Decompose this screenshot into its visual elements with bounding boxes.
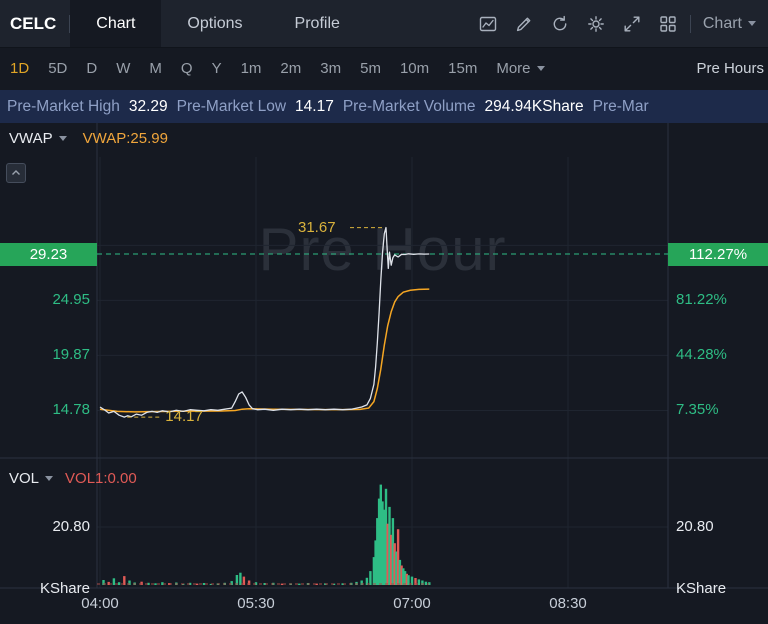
toolbar-icons	[475, 10, 682, 37]
divider	[689, 14, 691, 33]
vwap-indicator-row: VWAP VWAP:25.99	[9, 130, 168, 147]
chevron-down-icon[interactable]	[45, 476, 54, 481]
volume-axis-tick: 20.80	[52, 518, 90, 535]
timeframe-15m[interactable]: 15m	[448, 60, 478, 77]
tab-chart[interactable]: Chart	[70, 0, 162, 47]
vwap-indicator-label[interactable]: VWAP	[9, 130, 53, 147]
premarket-low-label: Pre-Market Low	[176, 97, 287, 115]
fullscreen-icon[interactable]	[619, 10, 646, 37]
timeframe-2m[interactable]: 2m	[280, 60, 302, 77]
volume-unit-label: KShare	[676, 580, 727, 597]
volume-indicator-label[interactable]: VOL	[9, 470, 40, 487]
draw-pencil-icon[interactable]	[511, 10, 538, 37]
indicator-panel-icon[interactable]	[475, 10, 502, 37]
timeframe-y[interactable]: Y	[211, 60, 222, 77]
more-label: More	[496, 60, 531, 77]
settings-gear-icon[interactable]	[583, 10, 610, 37]
divider	[69, 14, 71, 33]
chart-style-label: Chart	[702, 14, 742, 32]
time-axis-tick: 04:00	[81, 595, 119, 612]
session-label: Pre Hours	[696, 60, 764, 77]
ticker-symbol: CELC	[10, 13, 57, 33]
time-axis-tick: 08:30	[549, 595, 587, 612]
price-axis-tick: 24.95	[52, 291, 90, 309]
premarket-info-bar: Pre-Market High 32.29 Pre-Market Low 14.…	[0, 90, 768, 123]
volume-indicator-row: VOL VOL1:0.00	[9, 470, 137, 487]
chart-canvas[interactable]	[0, 123, 768, 624]
timeframe-w[interactable]: W	[116, 60, 131, 77]
refresh-icon[interactable]	[547, 10, 574, 37]
session-high-annotation: 31.67	[298, 218, 336, 236]
price-axis-tick: 14.78	[52, 401, 90, 419]
timeframe-bar: 1D 5D D W M Q Y 1m 2m 3m 5m 10m 15m More…	[0, 47, 768, 90]
timeframe-m[interactable]: M	[149, 60, 162, 77]
time-axis-tick: 05:30	[237, 595, 275, 612]
collapse-pane-button[interactable]	[6, 163, 26, 183]
chevron-down-icon[interactable]	[58, 136, 67, 141]
volume-unit-label: KShare	[39, 580, 90, 597]
change-percent-badge: 112.27%	[668, 242, 768, 266]
timeframe-10m[interactable]: 10m	[399, 60, 430, 77]
premarket-high-label: Pre-Market High	[7, 97, 120, 115]
chevron-down-icon	[748, 21, 756, 26]
vwap-value: VWAP:25.99	[82, 130, 168, 147]
timeframe-more-dropdown[interactable]: More	[496, 60, 545, 77]
premarket-volume-value: 294.94KShare	[484, 97, 584, 115]
chart-style-dropdown[interactable]: Chart	[703, 15, 756, 33]
volume-ma-value: VOL1:0.00	[65, 470, 137, 487]
percent-axis-tick: 7.35%	[676, 401, 719, 419]
chevron-down-icon	[536, 66, 545, 71]
premarket-volume-label: Pre-Market Volume	[342, 97, 476, 115]
volume-axis-tick: 20.80	[676, 518, 714, 535]
timeframe-q[interactable]: Q	[180, 60, 193, 77]
percent-axis-tick: 44.28%	[676, 346, 727, 364]
premarket-truncated-label: Pre-Mar	[592, 97, 649, 115]
percent-axis-tick: 81.22%	[676, 291, 727, 309]
timeframe-5m[interactable]: 5m	[360, 60, 381, 77]
timeframe-d[interactable]: D	[86, 60, 98, 77]
current-price-badge: 29.23	[0, 242, 97, 266]
price-axis-tick: 19.87	[52, 346, 90, 364]
timeframe-1m[interactable]: 1m	[240, 60, 262, 77]
session-low-annotation: 14.17	[165, 408, 203, 426]
timeframe-5d[interactable]: 5D	[48, 60, 68, 77]
premarket-low-value: 14.17	[295, 97, 334, 115]
top-bar: CELC Chart Options Profile	[0, 0, 768, 48]
tab-options[interactable]: Options	[187, 15, 243, 32]
session-selector-dropdown[interactable]: Pre Hours	[696, 60, 768, 77]
timeframe-3m[interactable]: 3m	[320, 60, 342, 77]
timeframe-1d[interactable]: 1D	[10, 60, 30, 77]
tab-profile[interactable]: Profile	[294, 15, 340, 32]
premarket-high-value: 32.29	[128, 97, 168, 115]
layout-grid-icon[interactable]	[655, 10, 682, 37]
chart-area: Pre Hour VWAP VWAP:25.99 29.23 112.27% 2…	[0, 123, 768, 624]
time-axis-tick: 07:00	[393, 595, 431, 612]
